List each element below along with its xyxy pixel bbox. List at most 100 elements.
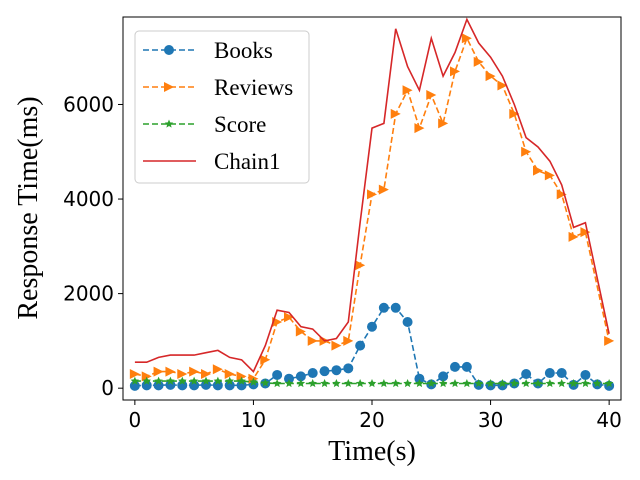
- data-point-score: [486, 379, 495, 388]
- data-point-reviews: [224, 368, 235, 379]
- data-point-reviews: [307, 335, 318, 346]
- data-point-reviews: [544, 170, 555, 181]
- data-point-reviews: [177, 368, 188, 379]
- axes: 0 10 20 30 40 0 2000 4000 6000: [63, 16, 622, 432]
- data-point-reviews: [189, 366, 200, 377]
- data-point-score: [296, 379, 306, 388]
- data-point-score: [474, 379, 483, 388]
- data-point-books: [355, 340, 366, 351]
- x-tick-label: 10: [241, 408, 266, 432]
- data-point-score: [498, 379, 507, 388]
- data-point-score: [581, 379, 590, 388]
- data-point-books: [378, 302, 389, 313]
- data-point-books: [450, 361, 460, 372]
- data-point-score: [237, 376, 246, 385]
- data-point-reviews: [414, 123, 425, 134]
- data-point-books: [272, 369, 283, 380]
- data-point-reviews: [556, 189, 567, 200]
- series-layer: [129, 17, 615, 391]
- data-point-score: [225, 376, 234, 385]
- data-point-score: [391, 379, 400, 388]
- data-point-score: [142, 376, 151, 385]
- data-point-books: [307, 368, 318, 379]
- data-point-score: [462, 379, 472, 388]
- data-point-score: [320, 379, 329, 388]
- data-point-reviews: [343, 335, 354, 346]
- legend-marker: [164, 45, 174, 55]
- y-tick-label: 0: [101, 376, 114, 400]
- data-point-score: [569, 379, 578, 388]
- data-point-reviews: [473, 56, 484, 67]
- data-point-reviews: [604, 335, 615, 346]
- data-point-books: [402, 316, 413, 327]
- data-point-score: [450, 379, 460, 388]
- data-point-reviews: [521, 146, 532, 157]
- series-chain1: [134, 17, 610, 373]
- data-point-reviews: [378, 184, 389, 195]
- legend-label: Score: [214, 112, 266, 137]
- data-point-books: [319, 366, 330, 377]
- data-point-reviews: [165, 366, 176, 377]
- data-point-books: [390, 302, 401, 313]
- data-point-score: [189, 376, 199, 385]
- y-axis-label: Response Time(ms): [13, 96, 44, 319]
- data-point-reviews: [153, 366, 164, 377]
- series-score: [130, 376, 614, 388]
- data-point-reviews: [201, 368, 211, 379]
- data-point-books: [367, 321, 377, 332]
- x-tick-label: 20: [359, 408, 384, 432]
- data-point-reviews: [212, 364, 223, 375]
- legend: Books Reviews Score Chain1: [134, 30, 310, 184]
- y-tick-label: 4000: [63, 187, 114, 211]
- data-point-score: [332, 379, 341, 388]
- legend-entry-books: Books: [143, 38, 273, 63]
- data-point-score: [510, 379, 519, 388]
- data-point-score: [213, 376, 223, 385]
- data-point-score: [427, 379, 436, 388]
- y-tick-label: 6000: [63, 92, 114, 116]
- data-point-reviews: [509, 108, 520, 119]
- data-point-score: [344, 379, 353, 388]
- legend-entry-reviews: Reviews: [143, 75, 293, 100]
- x-tick-label: 0: [128, 408, 141, 432]
- data-point-score: [379, 379, 389, 388]
- data-point-reviews: [497, 80, 508, 91]
- data-point-score: [533, 379, 543, 388]
- data-point-books: [521, 368, 532, 379]
- x-tick-label: 40: [596, 408, 621, 432]
- data-point-reviews: [129, 368, 140, 379]
- legend-box: [134, 30, 310, 184]
- data-point-reviews: [390, 108, 401, 119]
- legend-label: Books: [214, 38, 273, 63]
- data-point-score: [130, 376, 140, 385]
- data-point-score: [154, 376, 163, 385]
- data-point-score: [415, 379, 424, 388]
- data-point-score: [604, 379, 614, 388]
- data-point-score: [249, 377, 258, 386]
- data-point-reviews: [533, 165, 543, 176]
- data-point-reviews: [580, 227, 591, 238]
- legend-marker: [164, 82, 174, 92]
- data-point-reviews: [367, 189, 377, 200]
- data-point-books: [556, 368, 567, 379]
- data-point-score: [272, 379, 282, 388]
- series-line-chain1: [134, 17, 610, 373]
- data-point-reviews: [402, 85, 413, 96]
- data-point-reviews: [568, 231, 579, 242]
- data-point-reviews: [331, 340, 342, 351]
- legend-entry-chain1: Chain1: [143, 149, 280, 174]
- y-tick-label: 2000: [63, 282, 114, 306]
- data-point-books: [343, 363, 354, 374]
- data-point-score: [593, 379, 602, 388]
- legend-entry-score: Score: [143, 112, 266, 137]
- data-point-reviews: [284, 312, 294, 323]
- data-point-score: [284, 379, 294, 388]
- data-point-reviews: [295, 326, 306, 337]
- data-point-score: [545, 379, 555, 388]
- x-axis-label: Time(s): [328, 436, 416, 467]
- data-point-score: [355, 379, 365, 388]
- data-point-reviews: [236, 371, 247, 382]
- data-point-score: [166, 376, 175, 385]
- data-point-score: [557, 379, 566, 388]
